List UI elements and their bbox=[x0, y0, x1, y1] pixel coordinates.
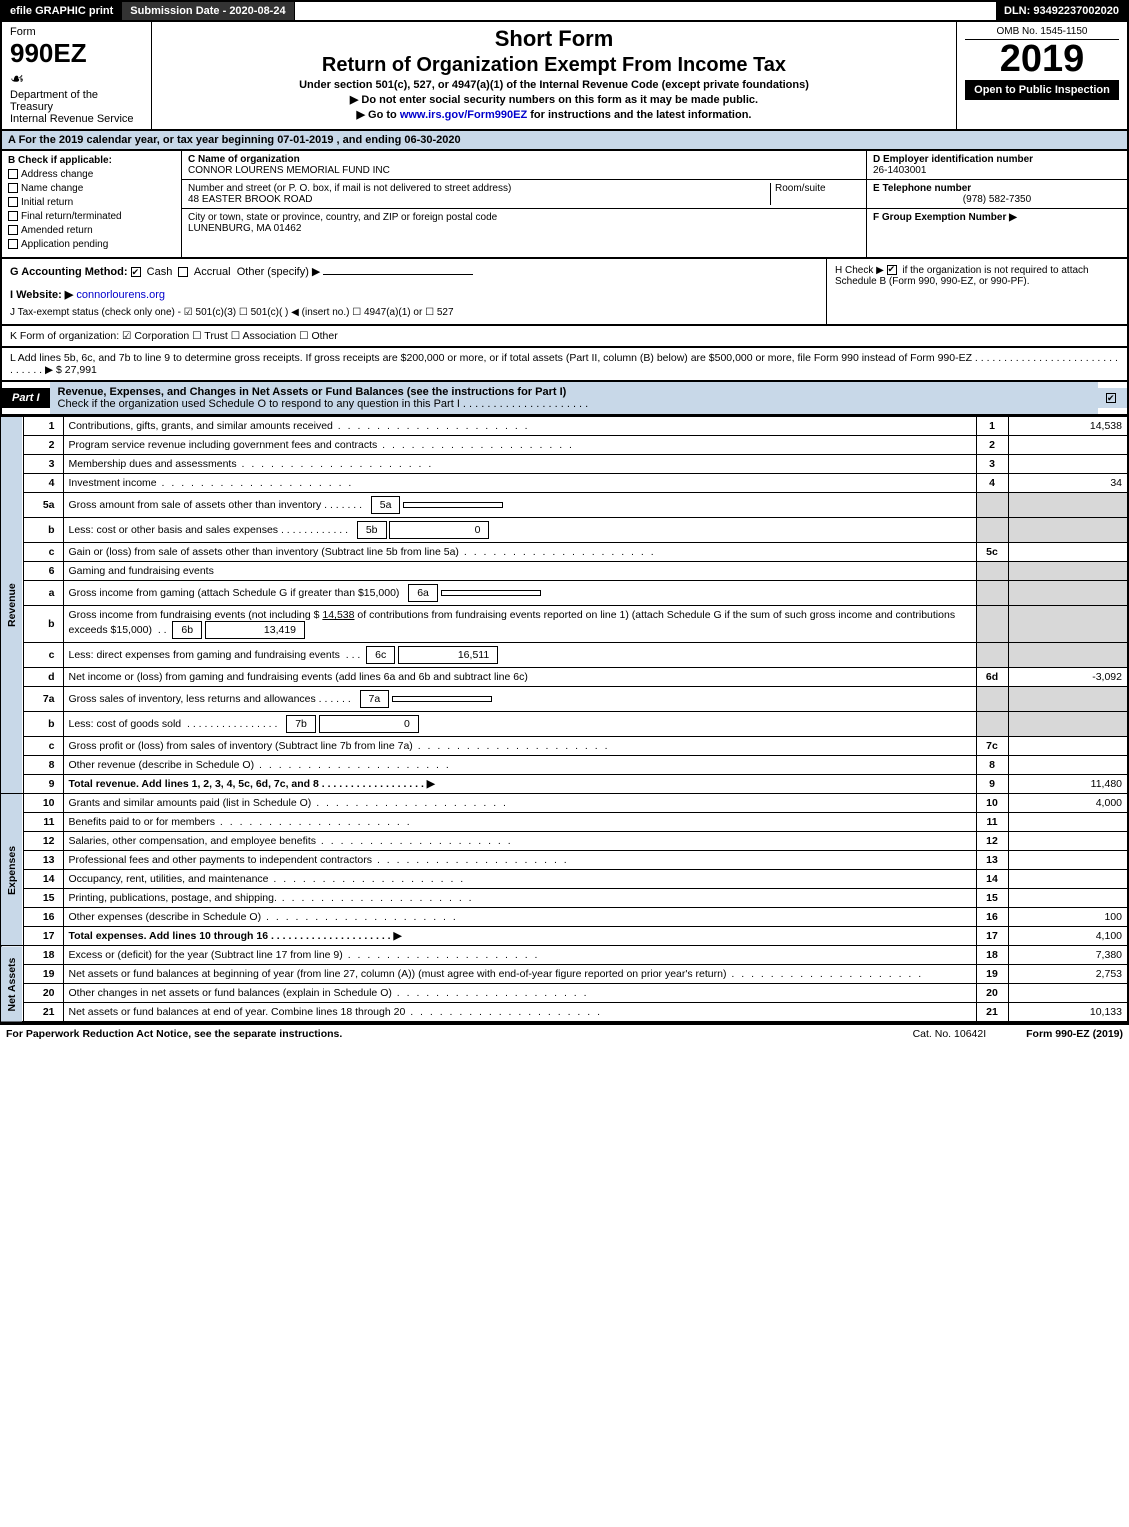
cat-number: Cat. No. 10642I bbox=[913, 1028, 987, 1040]
line9-amt: 11,480 bbox=[1008, 775, 1128, 794]
line10-amt: 4,000 bbox=[1008, 794, 1128, 813]
column-b: B Check if applicable: Address change Na… bbox=[2, 151, 182, 257]
subtitle-goto: ▶ Go to www.irs.gov/Form990EZ for instru… bbox=[160, 108, 948, 121]
irs-label: Internal Revenue Service bbox=[10, 113, 143, 125]
line6c-amt: 16,511 bbox=[398, 646, 498, 664]
phone-value: (978) 582-7350 bbox=[873, 194, 1121, 205]
open-public-badge: Open to Public Inspection bbox=[965, 80, 1119, 100]
form-ref: Form 990-EZ (2019) bbox=[1026, 1028, 1123, 1040]
line17-amt: 4,100 bbox=[1008, 927, 1128, 946]
check-schedule-b[interactable] bbox=[887, 265, 897, 275]
city-state-zip: LUNENBURG, MA 01462 bbox=[188, 223, 301, 234]
irs-link[interactable]: www.irs.gov/Form990EZ bbox=[400, 109, 527, 121]
part1-header: Part I Revenue, Expenses, and Changes in… bbox=[0, 382, 1129, 416]
line16-amt: 100 bbox=[1008, 908, 1128, 927]
column-c: C Name of organization CONNOR LOURENS ME… bbox=[182, 151, 867, 257]
check-final-return[interactable] bbox=[8, 211, 18, 221]
group-exemption: F Group Exemption Number ▶ bbox=[873, 212, 1017, 223]
dln-label: DLN: 93492237002020 bbox=[996, 2, 1127, 20]
top-bar: efile GRAPHIC print Submission Date - 20… bbox=[0, 0, 1129, 22]
return-title: Return of Organization Exempt From Incom… bbox=[160, 54, 948, 77]
form-header: Form 990EZ ☙ Department of the Treasury … bbox=[0, 22, 1129, 131]
expenses-side-label: Expenses bbox=[1, 794, 23, 946]
gross-receipts-amount: $ 27,991 bbox=[56, 364, 97, 376]
row-a-taxyear: A For the 2019 calendar year, or tax yea… bbox=[0, 131, 1129, 151]
check-address-change[interactable] bbox=[8, 169, 18, 179]
check-name-change[interactable] bbox=[8, 183, 18, 193]
check-cash[interactable] bbox=[131, 267, 141, 277]
room-suite: Room/suite bbox=[770, 183, 860, 205]
street-address: 48 EASTER BROOK ROAD bbox=[188, 194, 312, 205]
paperwork-notice: For Paperwork Reduction Act Notice, see … bbox=[6, 1028, 342, 1040]
org-name: CONNOR LOURENS MEMORIAL FUND INC bbox=[188, 165, 390, 176]
part1-title: Revenue, Expenses, and Changes in Net As… bbox=[58, 386, 567, 398]
row-j-status: J Tax-exempt status (check only one) - ☑… bbox=[10, 307, 818, 318]
line6d-amt: -3,092 bbox=[1008, 668, 1128, 687]
row-k: K Form of organization: ☑ Corporation ☐ … bbox=[0, 326, 1129, 348]
line4-amt: 34 bbox=[1008, 474, 1128, 493]
submission-date-button[interactable]: Submission Date - 2020-08-24 bbox=[122, 2, 294, 20]
part1-label: Part I bbox=[2, 388, 50, 408]
ein-value: 26-1403001 bbox=[873, 165, 926, 176]
check-accrual[interactable] bbox=[178, 267, 188, 277]
row-l: L Add lines 5b, 6c, and 7b to line 9 to … bbox=[0, 348, 1129, 382]
subtitle-section: Under section 501(c), 527, or 4947(a)(1)… bbox=[160, 79, 948, 91]
column-def: D Employer identification number 26-1403… bbox=[867, 151, 1127, 257]
page-footer: For Paperwork Reduction Act Notice, see … bbox=[0, 1023, 1129, 1043]
line6b-amt: 13,419 bbox=[205, 621, 305, 639]
dept-treasury: Department of the Treasury bbox=[10, 89, 143, 113]
line21-amt: 10,133 bbox=[1008, 1003, 1128, 1023]
check-amended[interactable] bbox=[8, 225, 18, 235]
part1-table: Revenue 1Contributions, gifts, grants, a… bbox=[0, 416, 1129, 1023]
row-ghij: G Accounting Method: Cash Accrual Other … bbox=[0, 259, 1129, 326]
short-form-title: Short Form bbox=[160, 26, 948, 52]
subtitle-ssn: ▶ Do not enter social security numbers o… bbox=[160, 93, 948, 106]
line19-amt: 2,753 bbox=[1008, 965, 1128, 984]
revenue-side-label: Revenue bbox=[1, 417, 23, 794]
form-number: 990EZ bbox=[10, 38, 143, 69]
form-word: Form bbox=[10, 26, 143, 38]
row-h: H Check ▶ if the organization is not req… bbox=[827, 259, 1127, 324]
netassets-side-label: Net Assets bbox=[1, 946, 23, 1023]
check-initial-return[interactable] bbox=[8, 197, 18, 207]
tax-year: 2019 bbox=[965, 40, 1119, 78]
line18-amt: 7,380 bbox=[1008, 946, 1128, 965]
efile-print-button[interactable]: efile GRAPHIC print bbox=[2, 2, 122, 20]
check-schedule-o[interactable] bbox=[1106, 393, 1116, 403]
info-grid: B Check if applicable: Address change Na… bbox=[0, 151, 1129, 259]
line1-amt: 14,538 bbox=[1008, 417, 1128, 436]
check-pending[interactable] bbox=[8, 239, 18, 249]
part1-check-text: Check if the organization used Schedule … bbox=[58, 398, 589, 410]
website-link[interactable]: connorlourens.org bbox=[76, 289, 165, 301]
